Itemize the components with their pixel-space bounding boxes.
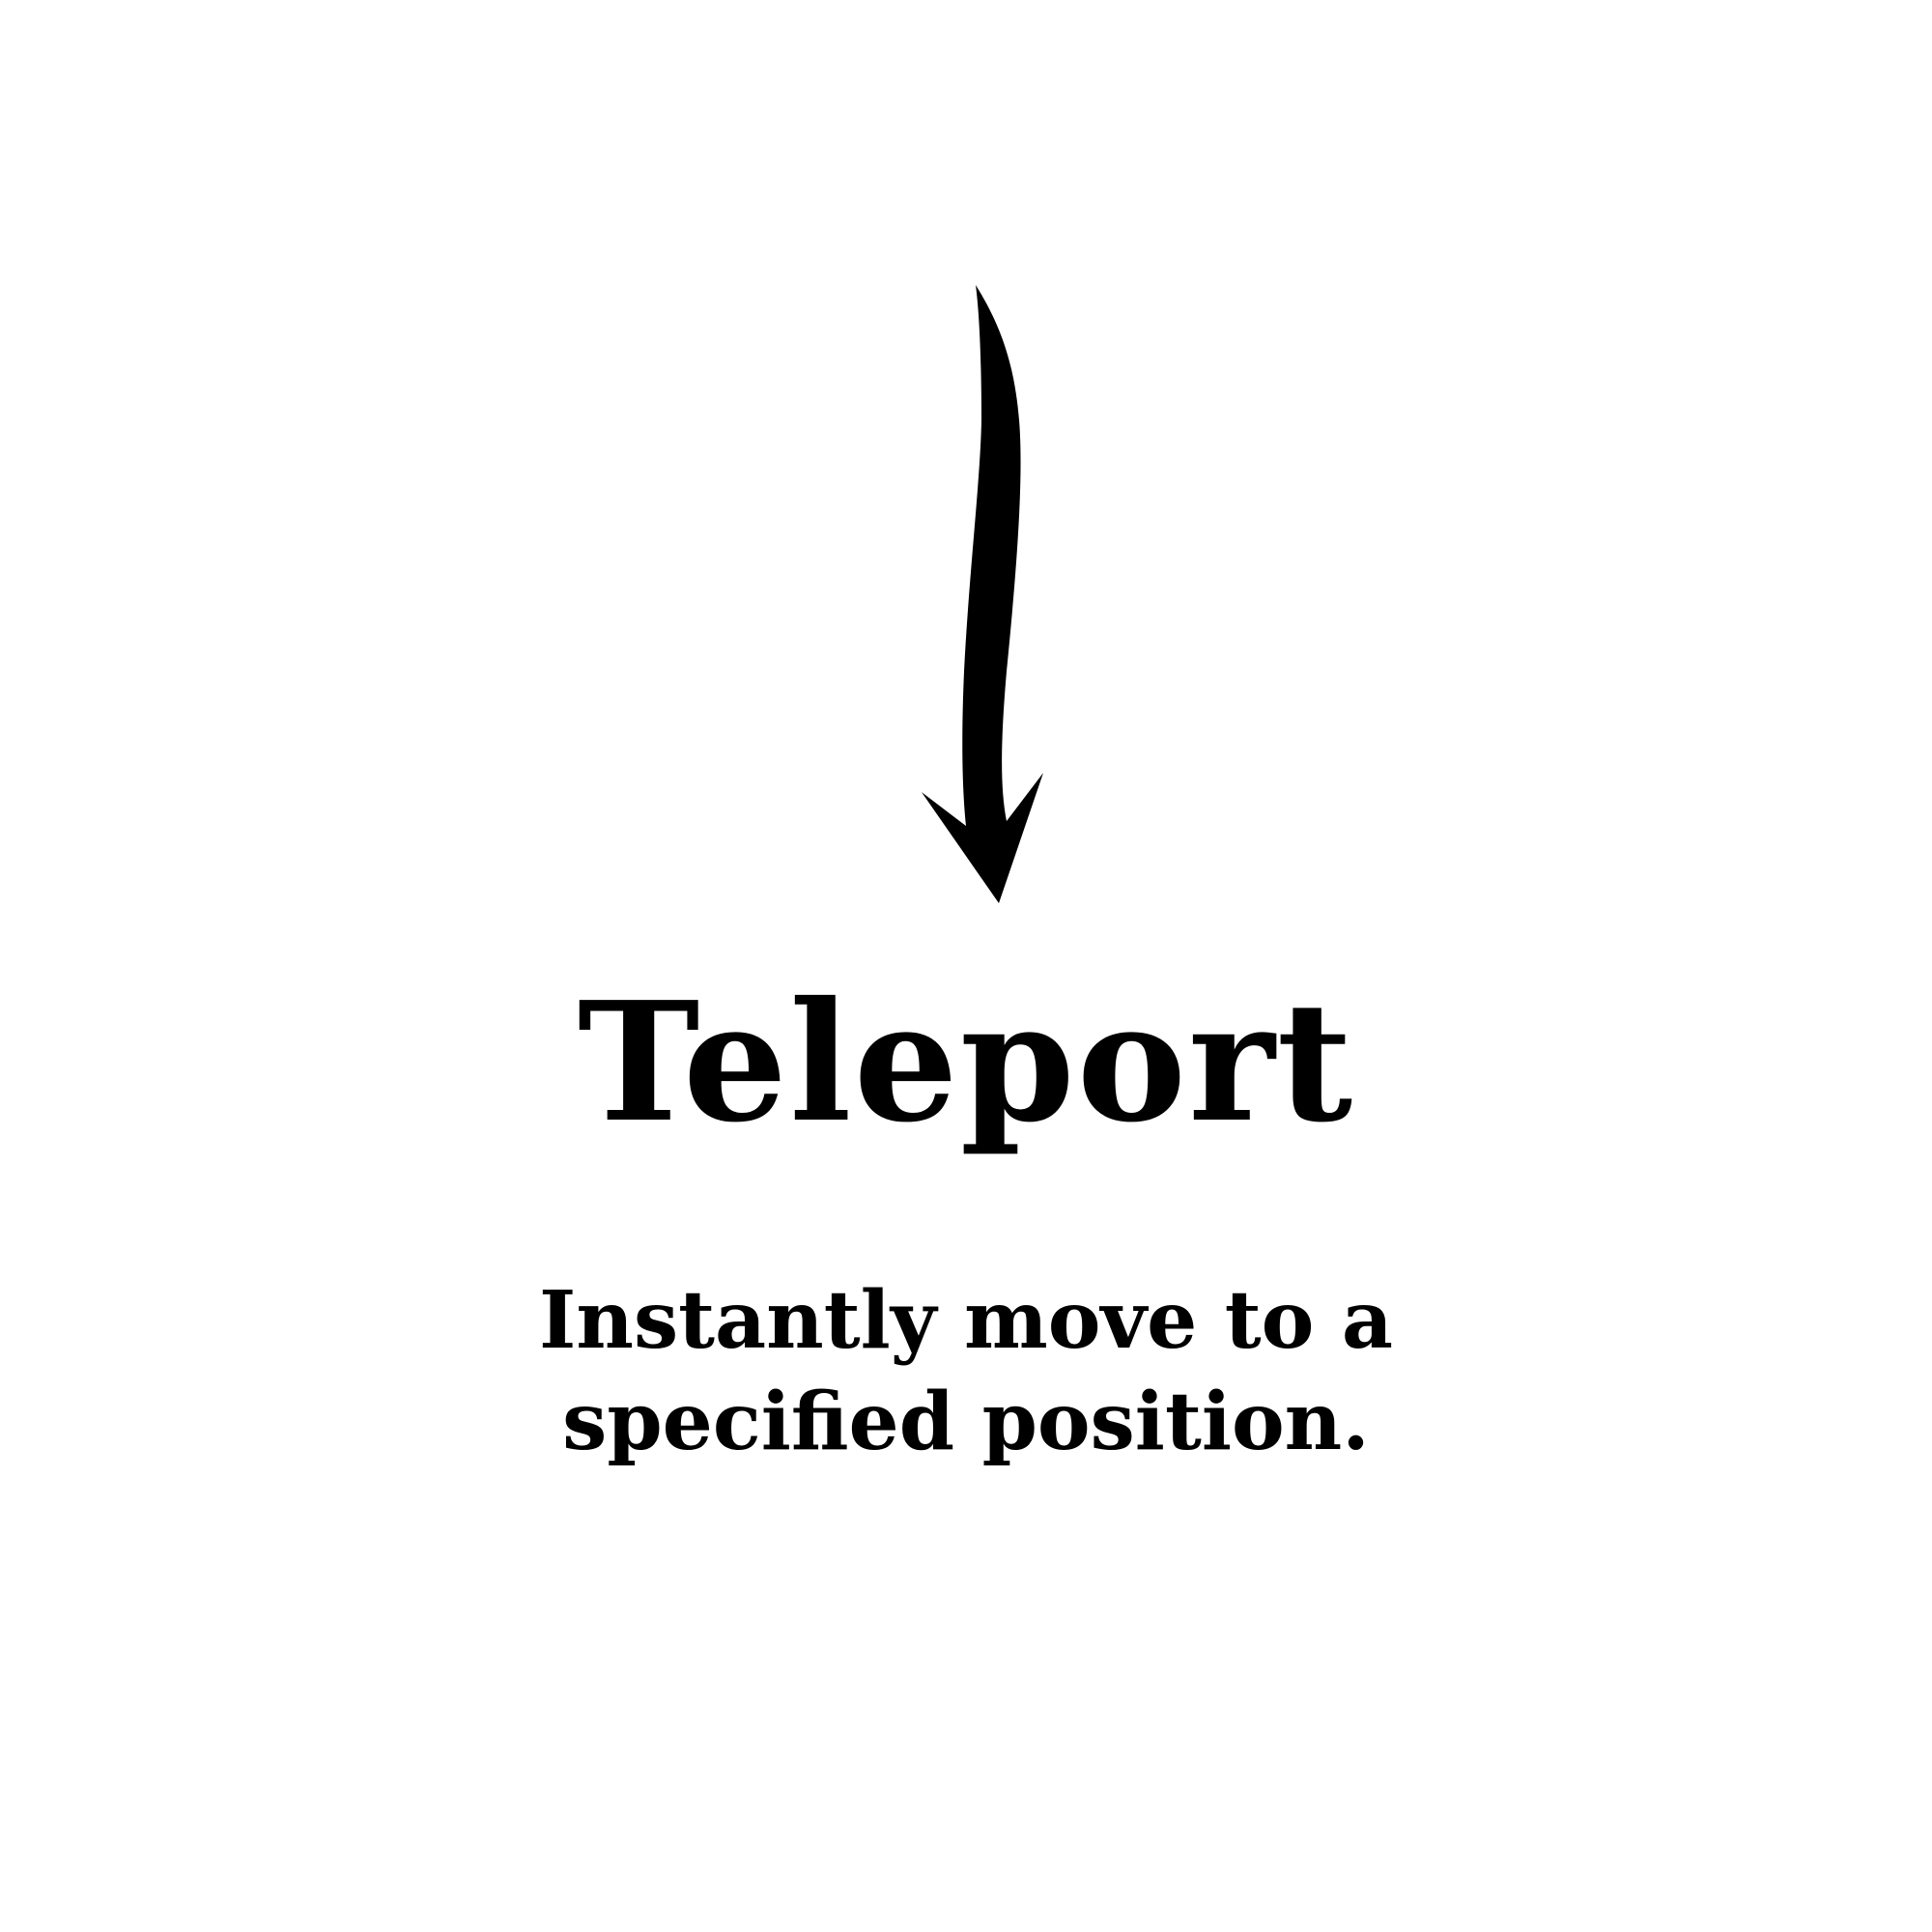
card-description: Instantly move to a specified position. (538, 1274, 1394, 1468)
card-title: Teleport (577, 966, 1355, 1159)
down-arrow-icon (922, 285, 1043, 903)
